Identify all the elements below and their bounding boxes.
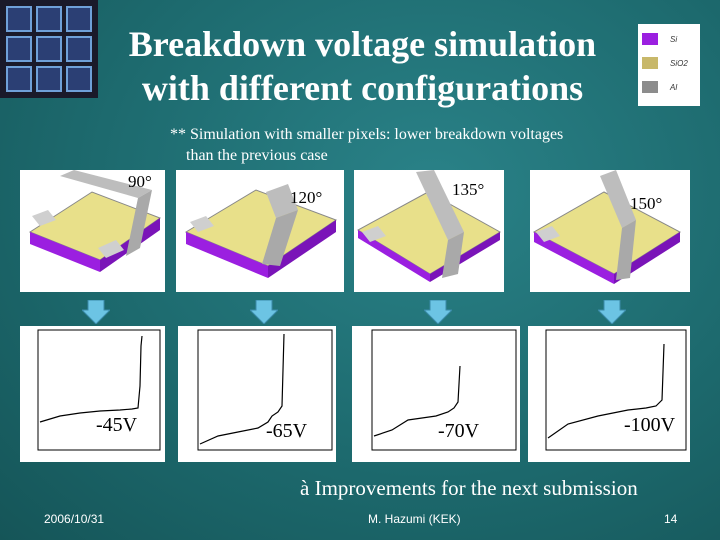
chip-layout-image [0, 0, 98, 98]
down-arrow-icon [250, 300, 278, 324]
title-line-1: Breakdown voltage simulation [128, 24, 597, 64]
breakdown-voltage: -100V [624, 414, 676, 436]
material-legend: Si SiO2 Al [638, 24, 700, 106]
simulation-note: ** Simulation with smaller pixels: lower… [170, 124, 650, 166]
breakdown-voltage: -45V [96, 414, 138, 436]
iv-plot-135: -70V [352, 326, 520, 462]
footer-author: M. Hazumi (KEK) [368, 512, 461, 526]
footer-date: 2006/10/31 [44, 512, 105, 526]
slide-title: Breakdown voltage simulation with differ… [100, 22, 625, 110]
legend-label: SiO2 [670, 58, 688, 68]
iv-plot-120: -65V [178, 326, 336, 462]
sio2-swatch [642, 57, 658, 69]
legend-item-al: Al [642, 80, 677, 94]
structure-90-image: 90° [20, 170, 165, 292]
legend-item-si: Si [642, 32, 677, 46]
al-swatch [642, 81, 658, 93]
angle-label: 150° [630, 194, 663, 213]
iv-plot-150: -100V [528, 326, 690, 462]
si-swatch [642, 33, 658, 45]
structure-120-image: 120° [176, 170, 344, 292]
legend-label: Al [670, 82, 678, 92]
structure-135-image: 135° [354, 170, 504, 292]
iv-plot-90: -45V [20, 326, 165, 462]
page-number: 14 [664, 512, 678, 526]
angle-label: 120° [290, 188, 323, 207]
structure-150-image: 150° [530, 170, 690, 292]
angle-label: 135° [452, 180, 485, 199]
legend-label: Si [670, 34, 678, 44]
note-line-1: ** Simulation with smaller pixels: lower… [170, 126, 564, 143]
down-arrow-icon [424, 300, 452, 324]
title-line-2: with different configurations [141, 68, 584, 108]
angle-label: 90° [128, 172, 152, 191]
note-line-2: than the previous case [186, 147, 328, 164]
conclusion-text: à Improvements for the next submission [300, 476, 638, 500]
breakdown-voltage: -70V [438, 420, 480, 442]
legend-item-sio2: SiO2 [642, 56, 688, 70]
breakdown-voltage: -65V [266, 420, 308, 442]
down-arrow-icon [598, 300, 626, 324]
down-arrow-icon [82, 300, 110, 324]
